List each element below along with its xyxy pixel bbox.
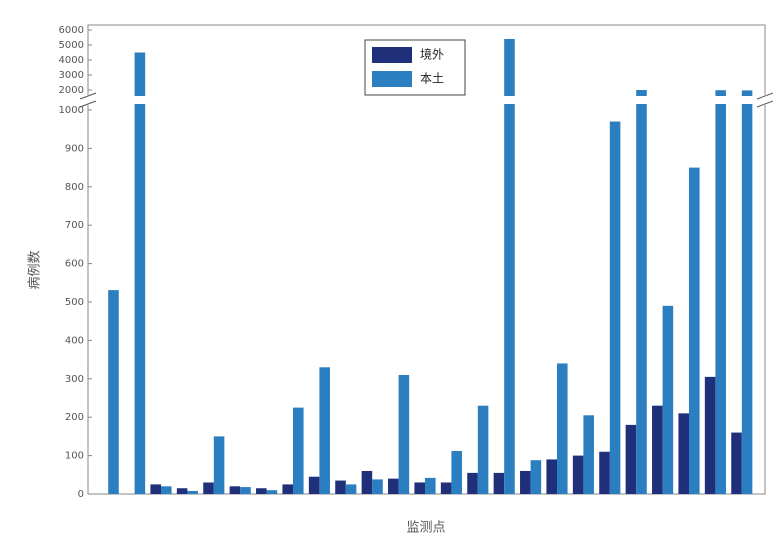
- bar: [319, 367, 330, 494]
- bar: [731, 432, 742, 494]
- bar: [229, 486, 241, 494]
- bar: [150, 484, 161, 494]
- bar-break-gap: [714, 96, 727, 104]
- y-tick-label: 900: [65, 143, 84, 154]
- bar: [625, 424, 637, 494]
- bar: [308, 476, 320, 494]
- bar: [493, 472, 505, 494]
- y-tick-label: 6000: [59, 25, 84, 36]
- bar: [609, 121, 621, 495]
- y-axis-label: 病例数: [28, 250, 43, 289]
- y-tick-label: 600: [65, 259, 84, 270]
- bar: [546, 459, 557, 494]
- bar: [361, 470, 373, 494]
- bar: [240, 487, 251, 494]
- bar-break-gap: [740, 96, 754, 104]
- y-tick-label: 3000: [59, 70, 84, 81]
- bar: [414, 482, 425, 494]
- bar: [662, 305, 674, 494]
- y-tick-label: 2000: [59, 85, 84, 96]
- y-tick-label: 500: [65, 297, 84, 308]
- bar-break-gap: [503, 96, 516, 104]
- bar: [425, 477, 436, 494]
- y-tick-label: 200: [65, 412, 84, 423]
- break-mark: [79, 92, 97, 100]
- bar: [504, 39, 515, 494]
- bar: [108, 290, 119, 494]
- bar: [282, 484, 293, 494]
- legend-swatch: [372, 71, 412, 87]
- y-tick-label: 800: [65, 182, 84, 193]
- bar: [689, 167, 700, 494]
- bar: [704, 376, 716, 494]
- bar: [266, 490, 278, 494]
- bar: [636, 90, 647, 494]
- break-mark: [756, 92, 773, 100]
- y-tick-label: 300: [65, 374, 84, 385]
- bar: [440, 482, 452, 494]
- axis-break: [80, 95, 773, 105]
- bar: [187, 490, 198, 494]
- break-mark: [79, 100, 97, 108]
- bar: [256, 488, 267, 494]
- bar: [134, 52, 146, 494]
- bar: [557, 363, 568, 494]
- bar: [715, 90, 726, 494]
- y-tick-label: 1000: [59, 105, 84, 116]
- bar: [388, 478, 399, 494]
- bar: [652, 405, 663, 494]
- legend-swatch: [372, 47, 412, 63]
- bar: [398, 374, 410, 494]
- legend-label: 本土: [420, 72, 444, 86]
- bar: [335, 480, 346, 494]
- bar: [345, 484, 357, 494]
- y-tick-label: 700: [65, 220, 84, 231]
- y-tick-label: 5000: [59, 40, 84, 51]
- bar: [161, 486, 172, 494]
- y-tick-label: 400: [65, 335, 84, 346]
- y-tick-label: 100: [65, 451, 84, 462]
- bar-break-gap: [133, 96, 147, 104]
- bar: [372, 479, 383, 494]
- bar: [477, 405, 489, 494]
- legend-label: 境外: [420, 47, 444, 62]
- bar: [583, 415, 594, 494]
- bar: [741, 90, 753, 495]
- y-tick-label: 4000: [59, 55, 84, 66]
- bar: [678, 413, 689, 494]
- bar: [572, 455, 584, 494]
- bar: [520, 470, 531, 494]
- bar: [203, 482, 214, 494]
- bar: [176, 488, 188, 494]
- bar: [451, 450, 462, 494]
- bar: [467, 472, 478, 494]
- bar-break-gap: [635, 96, 648, 104]
- y-tick-label: 0: [78, 489, 84, 500]
- bar: [599, 451, 610, 494]
- break-mark: [756, 100, 773, 108]
- x-axis-label: 监测点: [406, 521, 445, 536]
- bar: [530, 460, 542, 494]
- bar: [213, 436, 225, 494]
- bar: [293, 407, 304, 494]
